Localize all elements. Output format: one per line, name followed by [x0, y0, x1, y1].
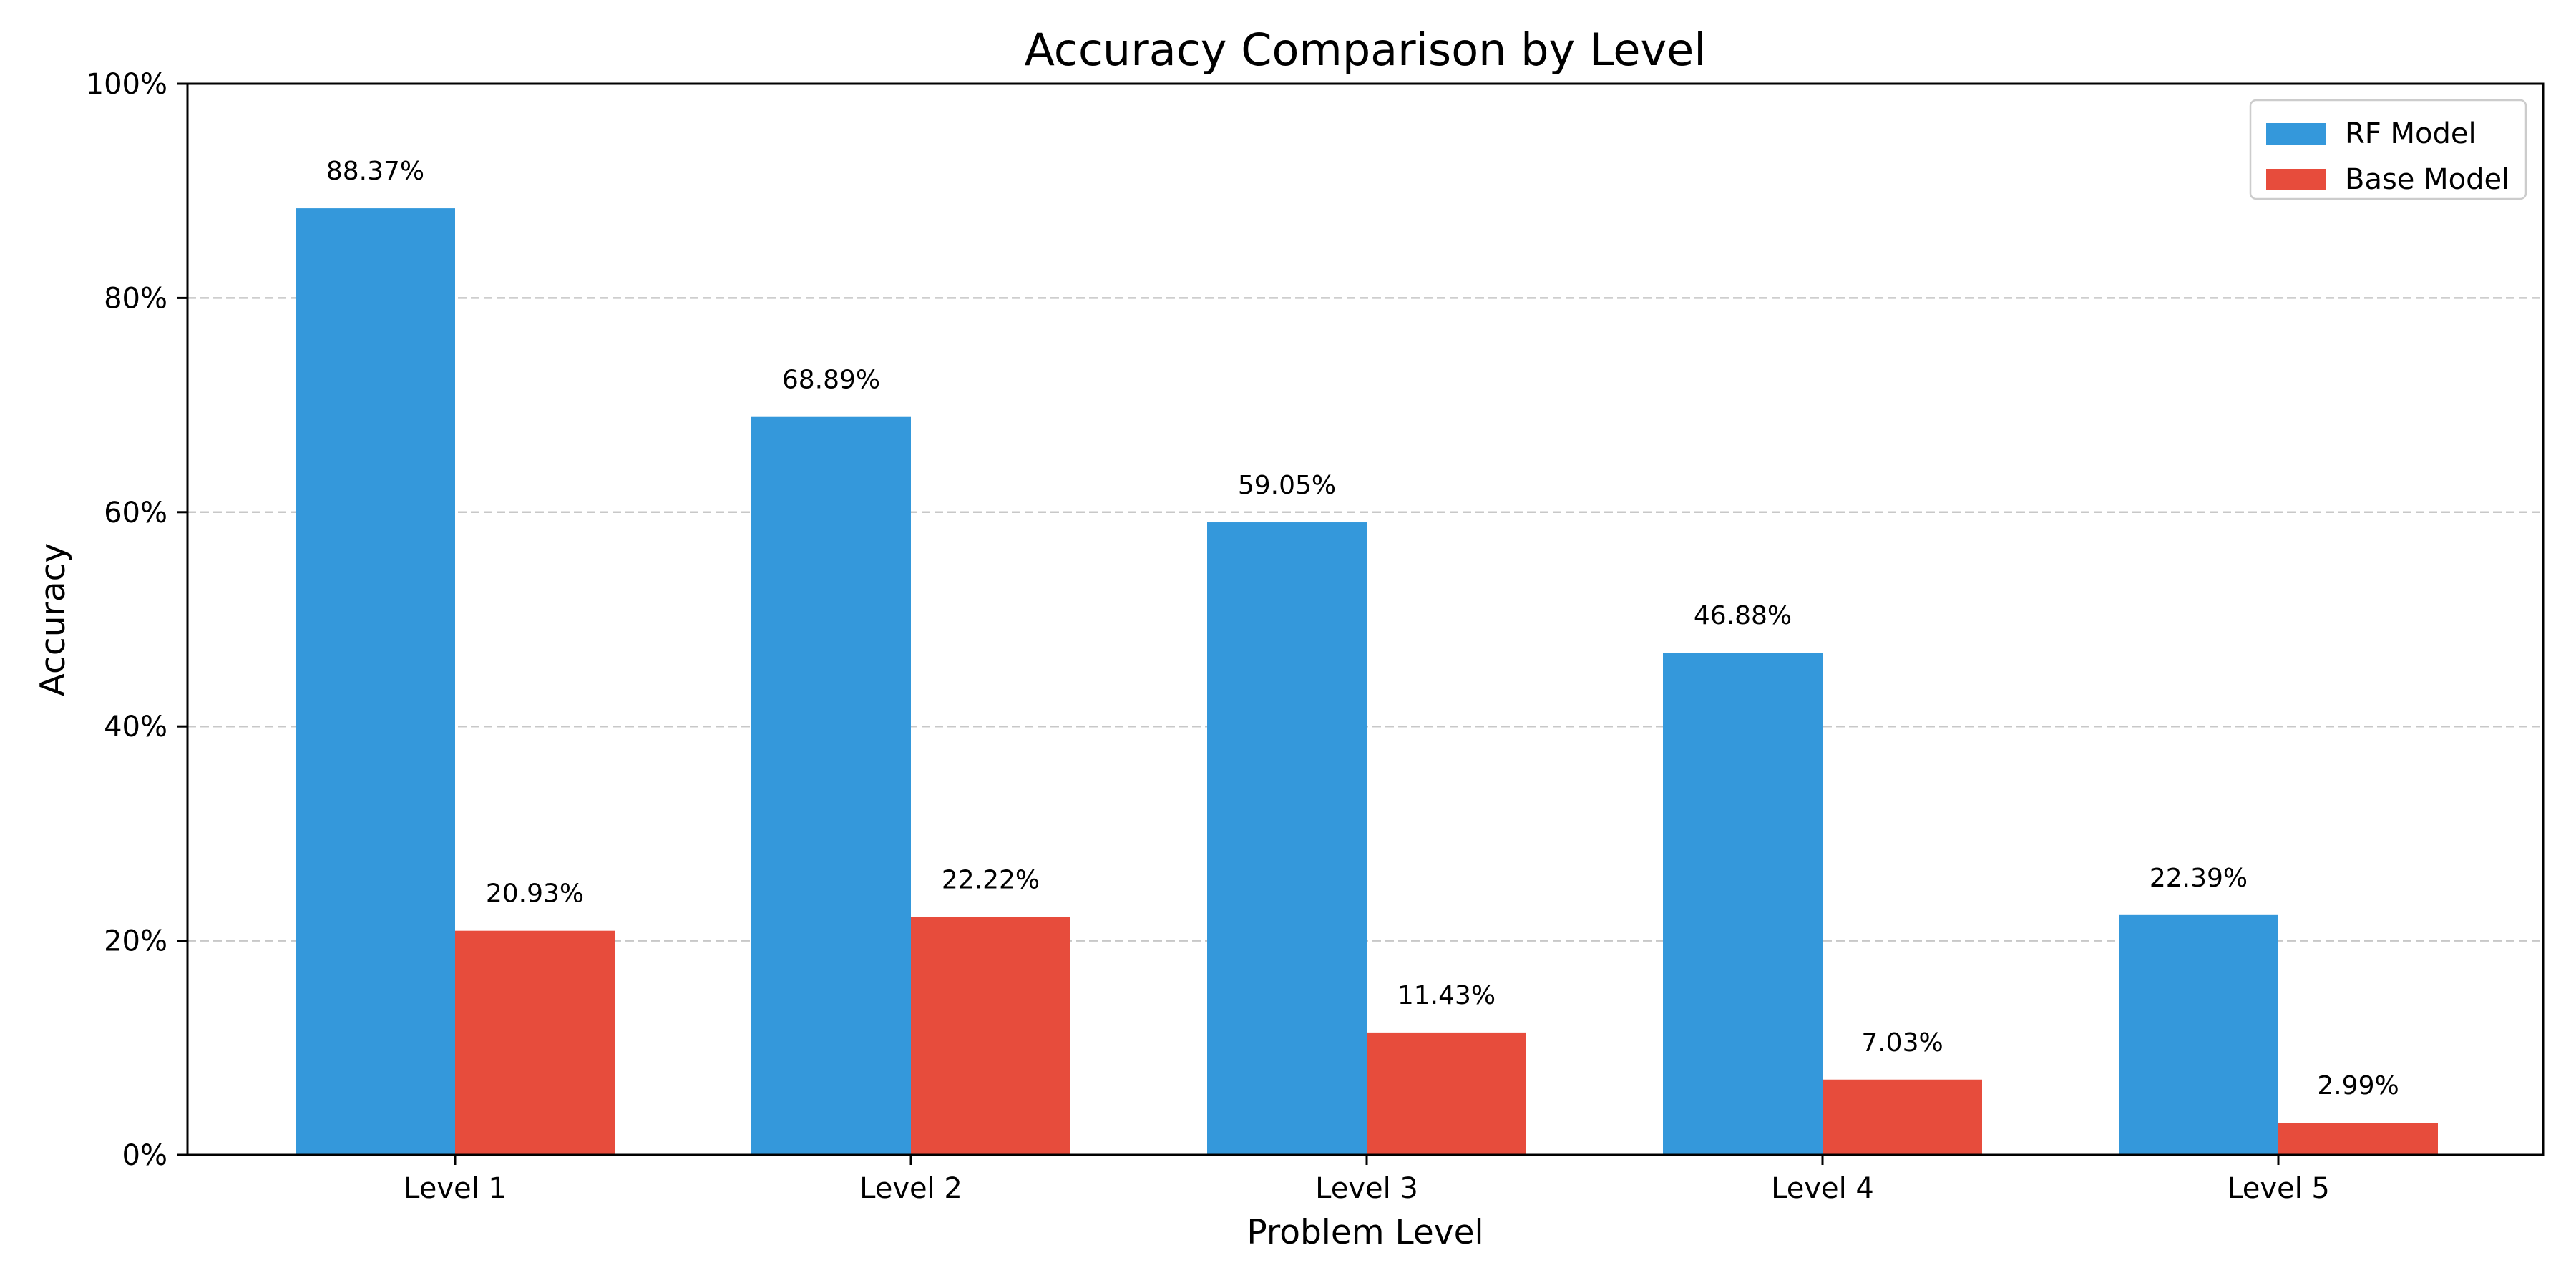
- data-label: 59.05%: [1238, 471, 1336, 500]
- bar: [1663, 653, 1823, 1155]
- bar: [2119, 914, 2278, 1155]
- data-label: 46.88%: [1694, 601, 1792, 630]
- plot-frame: [186, 82, 2545, 1156]
- legend-swatch: [2266, 169, 2326, 190]
- bar: [1367, 1032, 1526, 1155]
- legend-label: RF Model: [2345, 117, 2477, 150]
- bar: [751, 416, 911, 1155]
- chart-title: Accuracy Comparison by Level: [1024, 24, 1706, 76]
- y-tick-label: 80%: [104, 282, 167, 315]
- y-tick-label: 0%: [122, 1139, 167, 1172]
- legend-swatch: [2266, 123, 2326, 145]
- data-label: 20.93%: [486, 879, 584, 909]
- data-label: 2.99%: [2317, 1071, 2399, 1101]
- bar: [1823, 1079, 1982, 1155]
- x-tick-label: Level 4: [1771, 1172, 1874, 1205]
- x-tick-label: Level 3: [1315, 1172, 1418, 1205]
- data-label: 22.22%: [942, 865, 1040, 894]
- axes: 0% 20% 40% 60% 80% 100% Level 1 Level 2 Level 3 L…: [86, 68, 2545, 1205]
- x-axis-label: Problem Level: [1246, 1213, 1483, 1252]
- legend: RF Model Base Model: [2249, 99, 2527, 200]
- bar: [296, 208, 455, 1156]
- y-tick-label: 100%: [86, 68, 167, 101]
- y-axis-label: Accuracy: [34, 543, 73, 697]
- y-tick-label: 40%: [104, 711, 167, 743]
- x-tick-label: Level 5: [2227, 1172, 2330, 1205]
- x-tick-label: Level 1: [404, 1172, 507, 1205]
- bar: [911, 917, 1070, 1155]
- data-label: 11.43%: [1397, 981, 1496, 1010]
- data-label: 22.39%: [2150, 864, 2248, 893]
- bar: [455, 930, 615, 1155]
- data-label: 88.37%: [326, 157, 424, 186]
- bar: [2278, 1123, 2438, 1155]
- bar: [1207, 522, 1367, 1155]
- y-tick-label: 60%: [104, 497, 167, 530]
- data-labels: 88.37% 68.89% 59.05% 46.88% 22.39% 20.93% 22.2…: [326, 157, 2399, 1101]
- data-label: 68.89%: [782, 366, 880, 395]
- y-tick-label: 20%: [104, 925, 167, 958]
- legend-label: Base Model: [2345, 163, 2509, 196]
- bars: [296, 208, 2438, 1156]
- data-label: 7.03%: [1861, 1028, 1943, 1058]
- x-tick-label: Level 2: [859, 1172, 962, 1205]
